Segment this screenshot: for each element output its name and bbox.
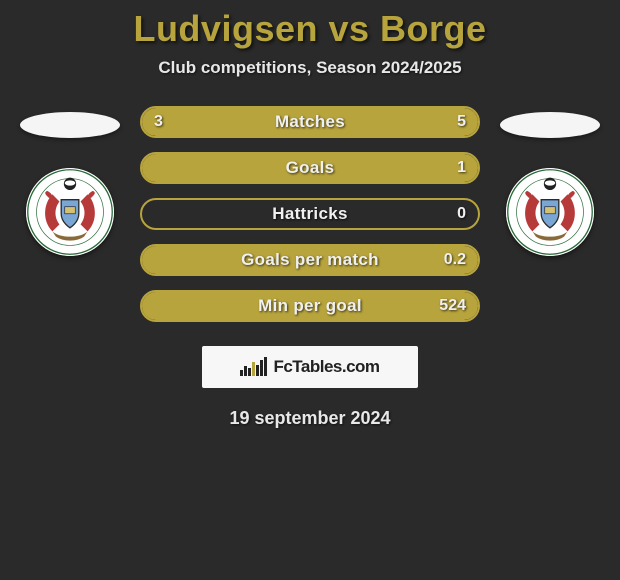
stat-bars: Matches3 5 Goals1 Hattricks0 Goals per match…	[140, 106, 480, 322]
stat-bar: Goals per match0.2	[140, 244, 480, 276]
brand-logo[interactable]: FcTables.com	[202, 346, 418, 388]
brand-text: FcTables.com	[273, 357, 379, 377]
stat-label: Min per goal	[142, 292, 478, 320]
stat-value-right: 1	[457, 154, 466, 182]
stat-label: Hattricks	[142, 200, 478, 228]
date-text: 19 september 2024	[0, 408, 620, 429]
stat-bar: Matches3 5	[140, 106, 480, 138]
left-player-marker	[20, 112, 120, 138]
left-player-col	[20, 106, 120, 256]
bar-chart-icon	[240, 356, 268, 378]
stat-value-left: 3	[154, 108, 163, 136]
stat-label: Matches	[142, 108, 478, 136]
stat-bar: Hattricks0	[140, 198, 480, 230]
stat-value-right: 5	[457, 108, 466, 136]
left-club-crest	[26, 168, 114, 256]
page-title: Ludvigsen vs Borge	[0, 8, 620, 50]
right-player-col	[500, 106, 600, 256]
right-player-marker	[500, 112, 600, 138]
stat-value-right: 0.2	[444, 246, 466, 274]
stat-bar: Goals1	[140, 152, 480, 184]
stat-value-right: 0	[457, 200, 466, 228]
stat-bar: Min per goal524	[140, 290, 480, 322]
right-club-crest	[506, 168, 594, 256]
stat-value-right: 524	[439, 292, 466, 320]
subtitle: Club competitions, Season 2024/2025	[0, 58, 620, 78]
comparison-area: Matches3 5 Goals1 Hattricks0 Goals per match…	[0, 106, 620, 322]
comparison-container: Ludvigsen vs Borge Club competitions, Se…	[0, 0, 620, 429]
stat-label: Goals	[142, 154, 478, 182]
stat-label: Goals per match	[142, 246, 478, 274]
